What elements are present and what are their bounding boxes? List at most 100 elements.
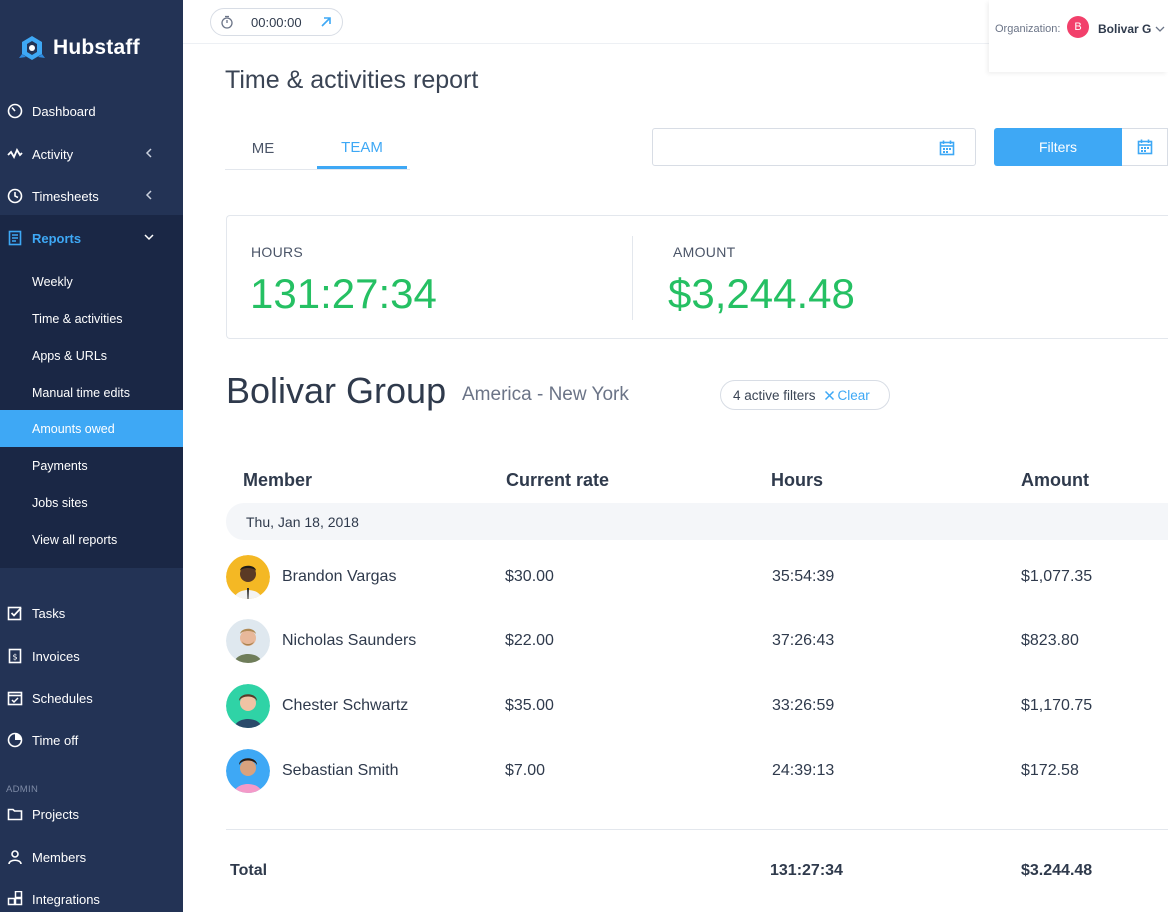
column-header-rate[interactable]: Current rate (506, 470, 610, 490)
org-label: Organization: (995, 23, 1061, 35)
activity-icon (7, 146, 23, 162)
member-amount: $823.80 (1021, 632, 1079, 649)
gauge-icon (7, 103, 23, 119)
invoice-icon: $ (7, 648, 23, 664)
sidebar-item-integrations[interactable]: Integrations (0, 881, 183, 912)
report-label: Amounts owed (32, 421, 115, 436)
column-header-hours[interactable]: Hours (771, 470, 824, 490)
report-view-all[interactable]: View all reports (0, 521, 183, 558)
filters-button[interactable]: Filters (994, 128, 1122, 166)
tab-me[interactable]: ME (251, 140, 275, 157)
active-filters-chip: 4 active filters Clear (720, 380, 890, 410)
sidebar-item-projects[interactable]: Projects (0, 796, 183, 832)
sidebar-item-invoices[interactable]: $ Invoices (0, 638, 183, 674)
table-row[interactable]: Sebastian Smith $7.00 24:39:13 $172.58 (226, 749, 1168, 793)
logo-text: Hubstaff (53, 36, 140, 59)
page-title: Time & activities report (225, 66, 479, 94)
member-rate: $7.00 (505, 762, 546, 779)
integrations-icon (7, 891, 23, 907)
date-group-row: Thu, Jan 18, 2018 (226, 503, 1168, 540)
sidebar-item-label: Timesheets (32, 188, 99, 204)
sidebar-item-label: Time off (32, 732, 79, 748)
user-icon (7, 849, 23, 865)
member-amount: $172.58 (1021, 762, 1079, 779)
chevron-down-icon[interactable] (1155, 25, 1165, 33)
column-header-amount[interactable]: Amount (1021, 470, 1089, 490)
report-amounts-owed[interactable]: Amounts owed (0, 410, 183, 447)
sidebar-item-tasks[interactable]: Tasks (0, 595, 183, 631)
table-row[interactable]: Chester Schwartz $35.00 33:26:59 $1,170.… (226, 684, 1168, 728)
chevron-down-icon (144, 234, 154, 241)
member-name[interactable]: Chester Schwartz (282, 697, 409, 714)
member-name[interactable]: Nicholas Saunders (282, 632, 417, 649)
timer-value: 00:00:00 (251, 14, 302, 30)
sidebar-item-dashboard[interactable]: Dashboard (0, 93, 183, 129)
topbar-divider (183, 43, 990, 44)
report-payments[interactable]: Payments (0, 447, 183, 484)
calendar-icon[interactable] (939, 140, 955, 156)
group-timezone: America - New York (462, 384, 629, 405)
sidebar-item-label: Activity (32, 146, 74, 162)
total-label: Total (230, 862, 268, 879)
clear-label: Clear (837, 387, 870, 403)
report-time-activities[interactable]: Time & activities (0, 300, 183, 337)
total-amount: $3.244.48 (1021, 862, 1093, 879)
total-hours: 131:27:34 (770, 862, 843, 879)
report-label: Jobs sites (32, 495, 88, 510)
report-apps-urls[interactable]: Apps & URLs (0, 337, 183, 374)
summary-card: HOURS 131:27:34 AMOUNT $3,244.48 (226, 215, 1168, 339)
calendar-button[interactable] (1122, 128, 1168, 166)
admin-section-label: ADMIN (6, 784, 39, 795)
sidebar-item-label: Integrations (32, 891, 100, 907)
clear-filters-button[interactable]: Clear (824, 388, 870, 403)
logo[interactable]: Hubstaff (18, 34, 140, 62)
member-hours: 35:54:39 (772, 568, 835, 585)
group-name: Bolivar Group (226, 370, 447, 411)
sidebar-item-members[interactable]: Members (0, 839, 183, 875)
sidebar-item-timesheets[interactable]: Timesheets (0, 178, 183, 214)
hours-value: 131:27:34 (250, 270, 437, 317)
avatar (226, 555, 270, 599)
calendar-icon (1137, 139, 1152, 155)
member-amount: $1,077.35 (1021, 568, 1093, 585)
clock-icon (7, 188, 23, 204)
sidebar-item-label: Members (32, 849, 87, 865)
table-row[interactable]: Brandon Vargas $30.00 35:54:39 $1,077.35 (226, 555, 1168, 599)
sidebar-item-time-off[interactable]: Time off (0, 722, 183, 758)
report-manual-time-edits[interactable]: Manual time edits (0, 374, 183, 411)
column-header-member[interactable]: Member (243, 470, 313, 490)
sidebar-item-activity[interactable]: Activity (0, 136, 183, 172)
folder-icon (7, 806, 23, 822)
amount-value: $3,244.48 (668, 270, 855, 317)
date-range-input[interactable] (652, 128, 976, 166)
calendar-check-icon (7, 690, 23, 706)
timer-widget[interactable]: 00:00:00 (210, 8, 343, 36)
report-icon (7, 230, 23, 246)
member-rate: $30.00 (505, 568, 554, 585)
member-amount: $1,170.75 (1021, 697, 1093, 714)
svg-text:$: $ (12, 653, 17, 662)
total-divider (226, 829, 1168, 830)
avatar (226, 684, 270, 728)
arrow-up-right-icon[interactable] (319, 15, 333, 29)
report-weekly[interactable]: Weekly (0, 263, 183, 300)
pie-clock-icon (7, 732, 23, 748)
avatar (226, 749, 270, 793)
org-avatar[interactable]: B (1067, 16, 1089, 38)
report-label: Weekly (32, 274, 73, 289)
reports-submenu: Reports Weekly Time & activities Apps & … (0, 215, 183, 568)
org-name[interactable]: Bolivar G (1098, 22, 1152, 36)
report-job-sites[interactable]: Jobs sites (0, 484, 183, 521)
member-name[interactable]: Sebastian Smith (282, 762, 399, 779)
avatar (226, 619, 270, 663)
date-group-label: Thu, Jan 18, 2018 (246, 514, 359, 530)
sidebar-item-schedules[interactable]: Schedules (0, 680, 183, 716)
active-filters-count: 4 active filters (733, 387, 816, 403)
table-row[interactable]: Nicholas Saunders $22.00 37:26:43 $823.8… (226, 619, 1168, 663)
tab-team[interactable]: TEAM (317, 128, 407, 169)
sidebar-item-label: Projects (32, 806, 79, 822)
member-name[interactable]: Brandon Vargas (282, 568, 397, 585)
sidebar-item-label: Tasks (32, 605, 66, 621)
member-rate: $35.00 (505, 697, 554, 714)
sidebar-item-reports[interactable]: Reports (0, 220, 183, 256)
